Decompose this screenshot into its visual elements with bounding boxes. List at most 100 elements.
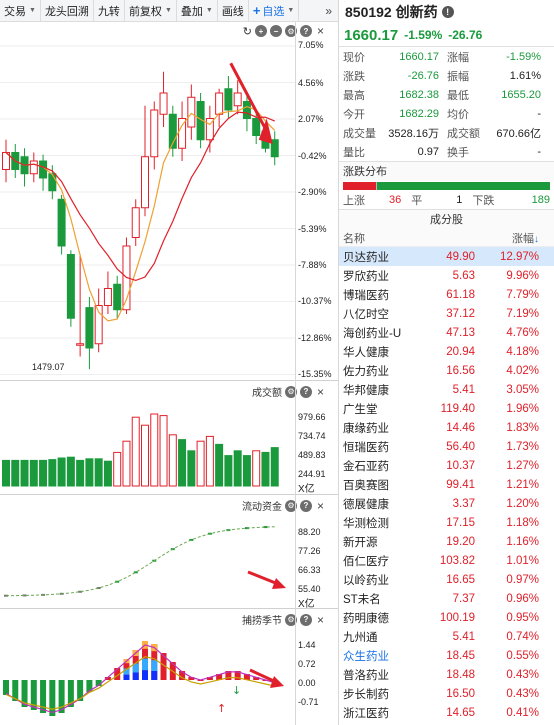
flow-axis-label: 77.26 [298,546,321,556]
capture-bar-blue [132,663,139,673]
axis-separator [295,22,296,725]
component-row[interactable]: 广生堂 119.40 1.96% [339,399,554,418]
component-row[interactable]: 普洛药业 18.48 0.43% [339,665,554,684]
component-change: 0.41% [506,706,539,719]
quote-value: 3528.16万 [388,127,439,140]
down-label: 下跌 [472,195,495,207]
component-row[interactable]: 康缘药业 14.46 1.83% [339,418,554,437]
add-watchlist-button[interactable]: + 自选 ▼ [249,0,300,22]
more-button[interactable]: » [325,3,332,18]
flow-dot [78,590,83,593]
components-title: 成分股 [339,209,554,229]
component-row[interactable]: 众生药业 18.45 0.55% [339,646,554,665]
price-axis-label: -2.90% [298,187,327,197]
col-header-change-label: 涨幅 [512,232,534,245]
capture-axis-label: 1.44 [298,640,316,650]
component-row[interactable]: 以岭药业 16.65 0.97% [339,570,554,589]
candle-body [242,101,251,119]
toolbar-nine-turn[interactable]: 九转 [94,0,125,22]
quote-value: -1.59% [506,50,541,63]
component-price: 16.65 [446,573,475,586]
flat-label: 平 [411,195,423,207]
toolbar-adjust[interactable]: 前复权 ▼ [125,0,177,22]
component-row[interactable]: 新开源 19.20 1.16% [339,532,554,551]
component-row[interactable]: 德展健康 3.37 1.20% [339,494,554,513]
col-header-name[interactable]: 名称 [343,232,365,245]
chevron-down-icon: ▼ [205,7,213,14]
component-row[interactable]: 九州通 5.41 0.74% [339,627,554,646]
toolbar-overlay[interactable]: 叠加 ▼ [177,0,218,22]
price-axis-label: 2.07% [298,114,324,124]
volume-bar [76,459,85,487]
volume-unit-label: X亿 [298,484,315,495]
zoom-out-icon[interactable]: − [269,25,282,37]
volume-bar [39,459,48,487]
settings-icon[interactable]: ⚙ [284,25,297,37]
toolbar-leader-review[interactable]: 龙头回溯 [41,0,94,22]
toolbar-draw[interactable]: 画线 [218,0,249,22]
component-change: 4.18% [506,345,539,358]
close-icon[interactable]: × [316,384,324,399]
component-row[interactable]: 恒瑞医药 56.40 1.73% [339,437,554,456]
component-change: 7.19% [506,307,539,320]
volume-bar [215,443,224,487]
component-row[interactable]: 贝达药业 49.90 12.97% [339,247,554,266]
quote-value: 1682.38 [399,88,439,101]
quote-value: 670.66亿 [496,127,541,140]
help-icon[interactable]: ? [299,25,312,37]
component-change: 4.76% [506,326,539,339]
capture-bar-blue [142,658,148,671]
info-icon[interactable]: ! [441,6,454,18]
component-row[interactable]: ST未名 7.37 0.96% [339,589,554,608]
quote-row: 涨跌 -26.76 振幅 1.61% [339,66,554,85]
capture-bar [21,680,28,707]
component-row[interactable]: 海创药业-U 47.13 4.76% [339,323,554,342]
close-icon[interactable]: × [316,612,324,627]
help-icon[interactable]: ? [299,499,312,512]
zoom-in-icon[interactable]: + [254,25,267,37]
component-name: 新开源 [343,536,378,549]
panel-divider [0,494,338,495]
component-row[interactable]: 药明康德 100.19 0.95% [339,608,554,627]
settings-icon[interactable]: ⚙ [284,613,297,626]
component-row[interactable]: 华人健康 20.94 4.18% [339,342,554,361]
toolbar-trade[interactable]: 交易 ▼ [0,0,41,22]
candle-body [168,113,177,149]
volume-bar [48,459,57,487]
component-row[interactable]: 佰仁医疗 103.82 1.01% [339,551,554,570]
component-row[interactable]: 金石亚药 10.37 1.27% [339,456,554,475]
refresh-icon[interactable]: ↻ [242,25,252,38]
volume-bar [11,459,20,487]
col-header-change[interactable]: 涨幅↓ [475,230,539,246]
component-row[interactable]: 浙江医药 14.65 0.41% [339,703,554,722]
component-row[interactable]: 百奥赛图 99.41 1.21% [339,475,554,494]
distribution-title: 涨跌分布 [339,161,554,181]
component-row[interactable]: 步长制药 16.50 0.43% [339,684,554,703]
volume-bar [29,459,38,487]
component-row[interactable]: 佐力药业 16.56 4.02% [339,361,554,380]
component-name: 百奥赛图 [343,479,389,492]
quote-table: 现价 1660.17 涨幅 -1.59% 涨跌 -26.76 振幅 1.61% 最高 1682.3… [339,46,554,161]
component-price: 103.82 [439,554,475,567]
help-icon[interactable]: ? [299,613,312,626]
volume-bar [233,450,242,487]
component-row[interactable]: 八亿时空 37.12 7.19% [339,304,554,323]
quote-key: 最高 [343,89,365,102]
component-price: 5.41 [452,383,475,396]
capture-line-purple [5,644,275,714]
close-icon[interactable]: × [316,498,324,513]
candle-body [66,254,75,319]
component-row[interactable]: 华邦健康 5.41 3.05% [339,380,554,399]
component-row[interactable]: 罗欣药业 5.63 9.96% [339,266,554,285]
settings-icon[interactable]: ⚙ [284,499,297,512]
quote-key: 最低 [447,89,469,102]
volume-bar [252,450,261,487]
volume-axis-label: 979.66 [298,412,326,422]
component-row[interactable]: 华测检测 17.15 1.18% [339,513,554,532]
help-icon[interactable]: ? [299,385,312,398]
component-row[interactable]: 博瑞医药 61.18 7.79% [339,285,554,304]
component-change: 0.55% [506,649,539,662]
close-icon[interactable]: × [316,24,324,38]
settings-icon[interactable]: ⚙ [284,385,297,398]
toolbar-trade-label: 交易 [4,5,26,18]
